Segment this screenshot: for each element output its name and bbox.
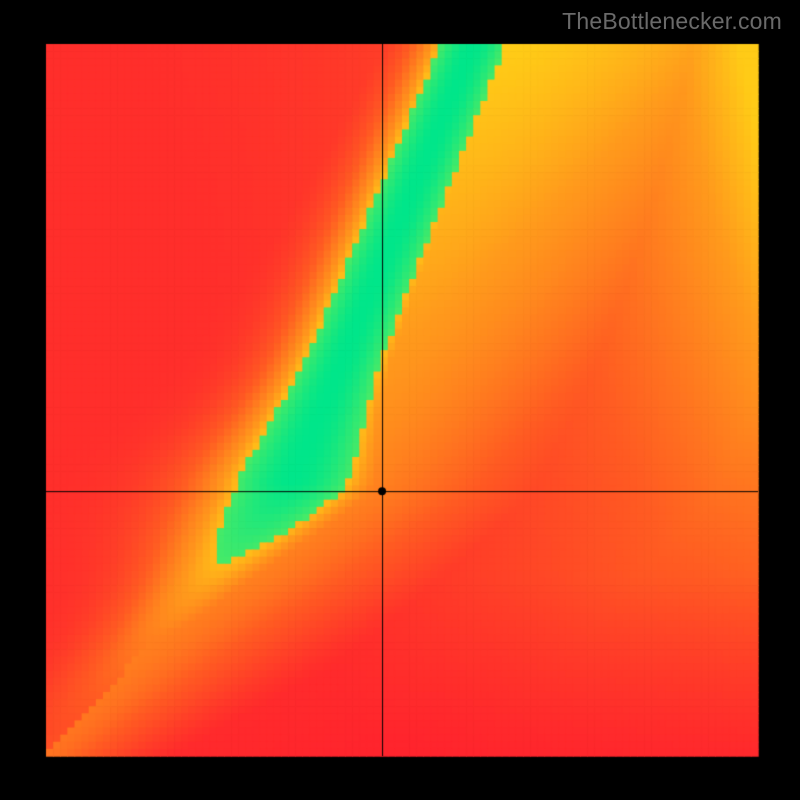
- heatmap-canvas: [0, 0, 800, 800]
- watermark-text: TheBottlenecker.com: [562, 8, 782, 35]
- chart-container: TheBottlenecker.com: [0, 0, 800, 800]
